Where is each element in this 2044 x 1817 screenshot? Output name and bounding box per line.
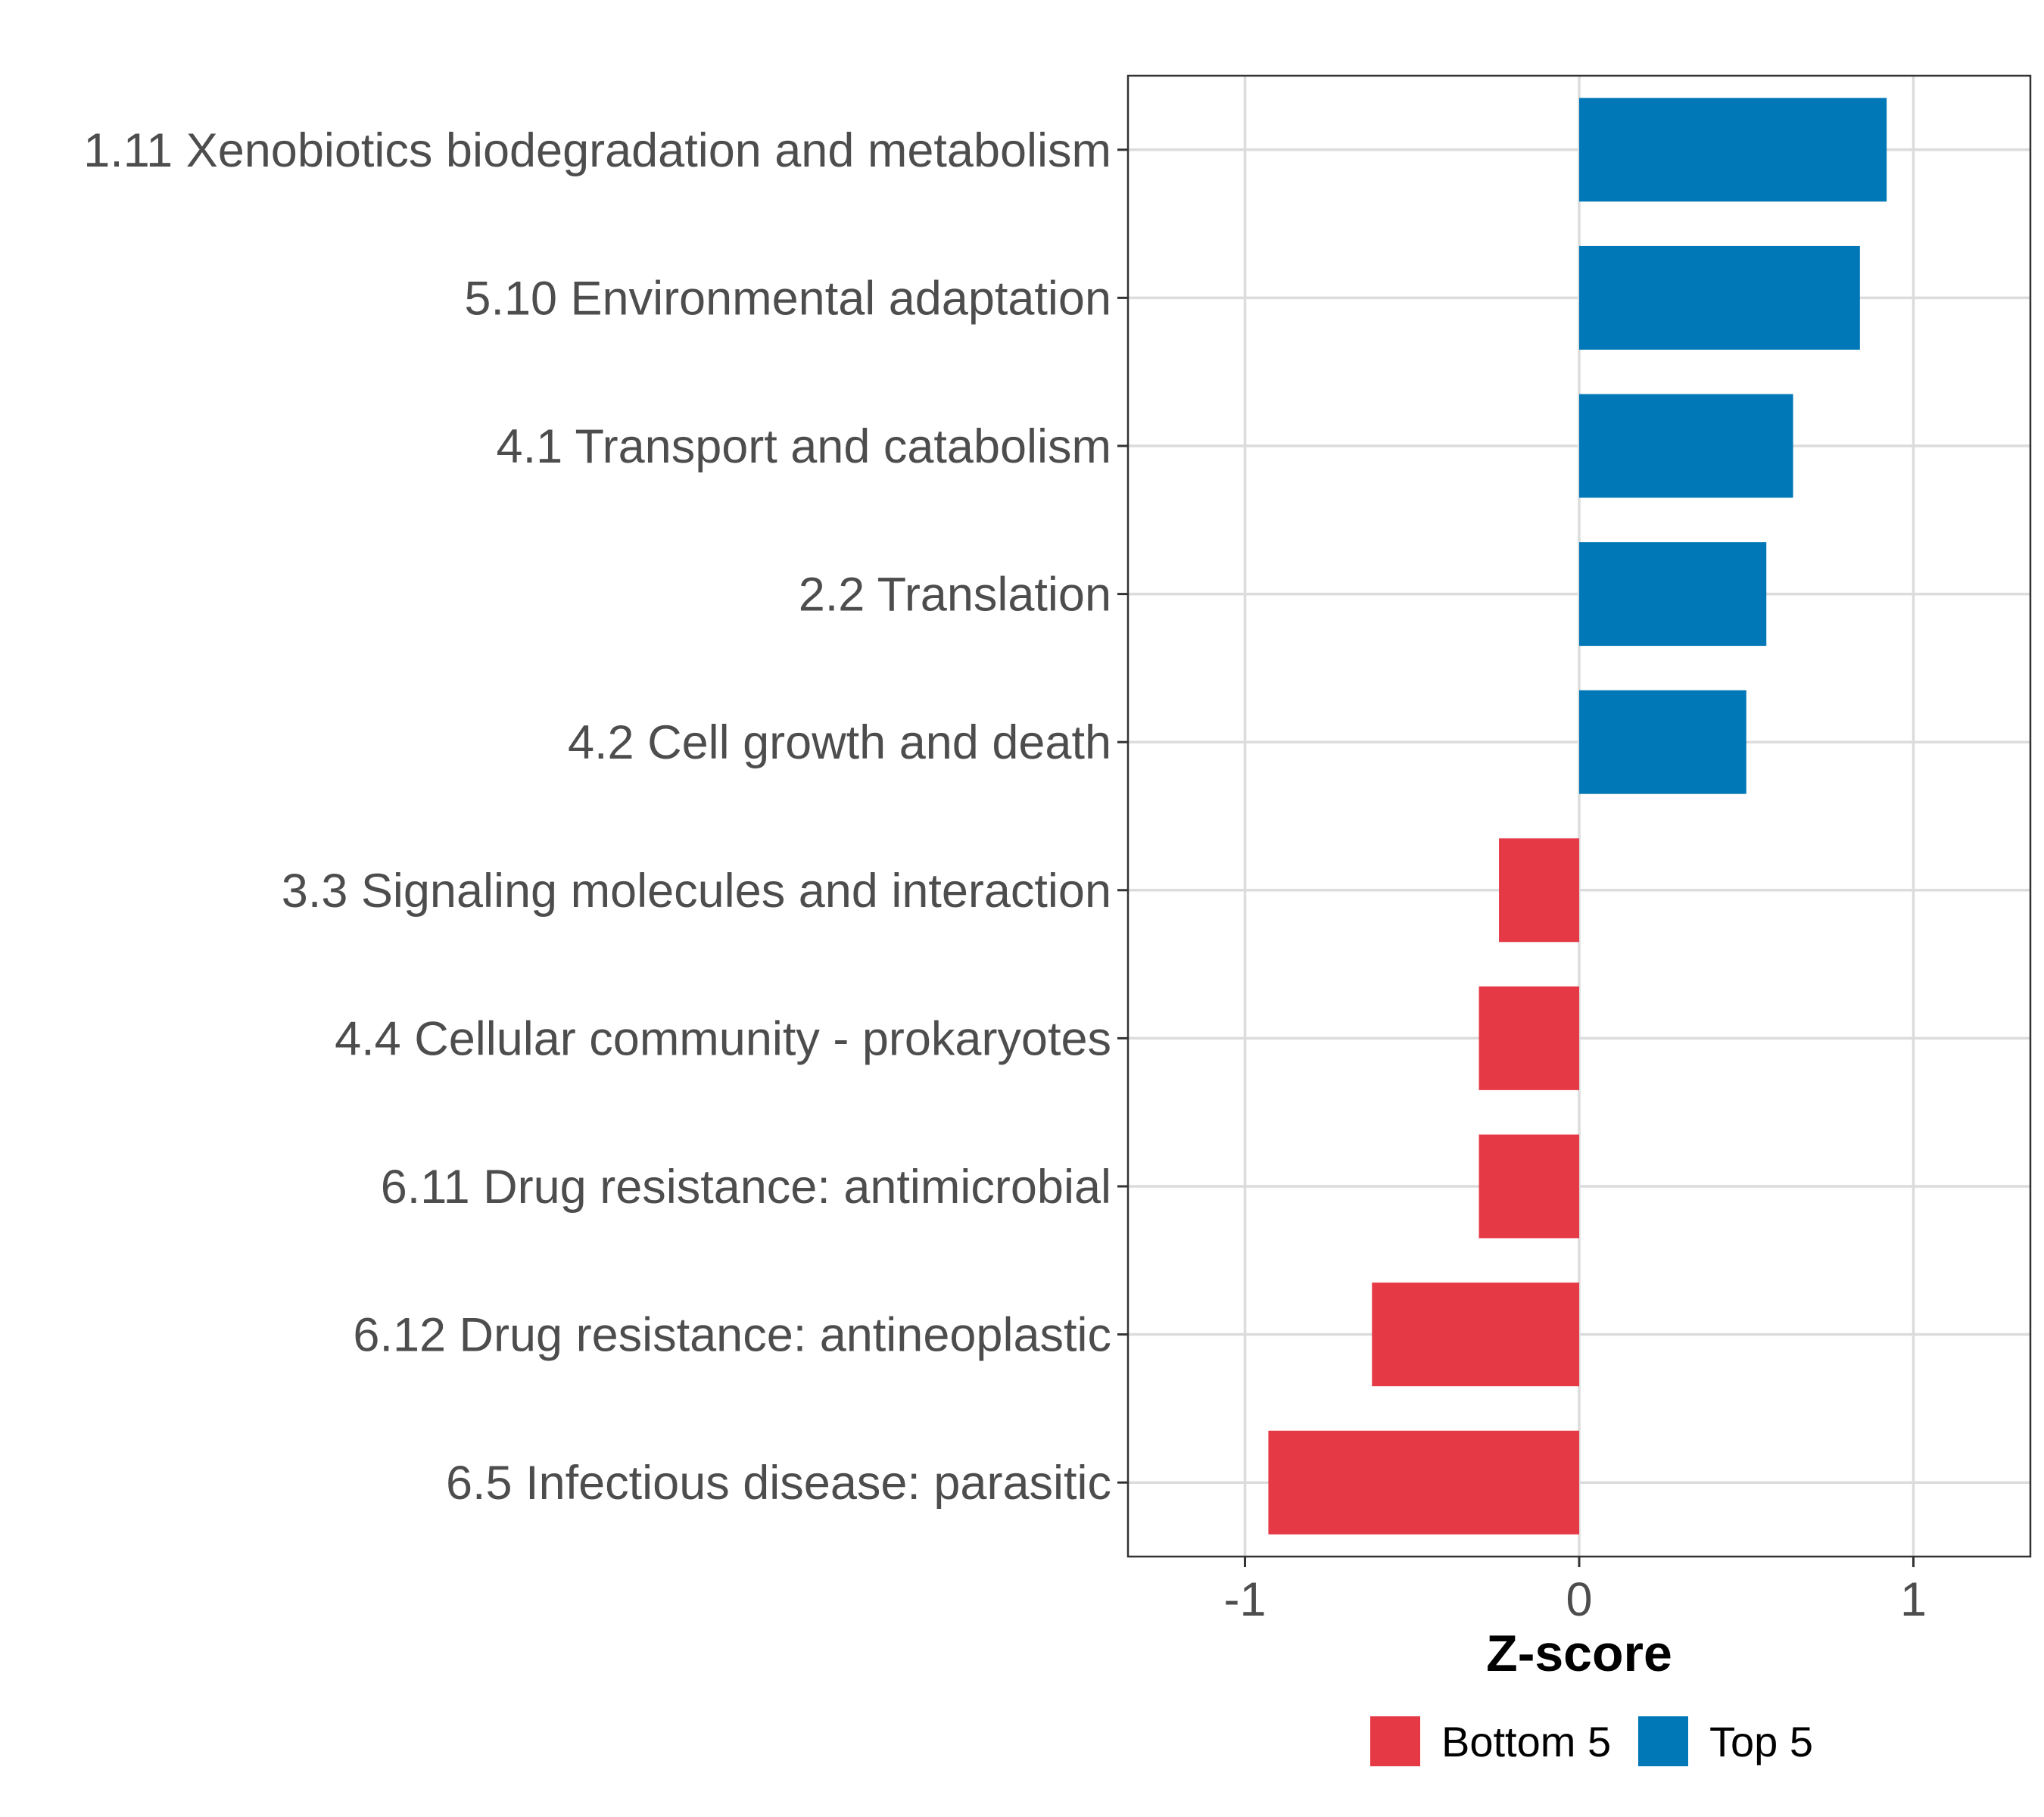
bar	[1372, 1282, 1579, 1387]
bar	[1579, 394, 1793, 498]
bar	[1499, 838, 1579, 943]
category-label: 2.2 Translation	[799, 569, 1111, 622]
x-tick-label: 0	[1566, 1573, 1592, 1626]
category-label: 3.3 Signaling molecules and interaction	[282, 865, 1111, 918]
bar	[1478, 986, 1579, 1090]
bar	[1268, 1430, 1579, 1535]
bars	[1268, 98, 1887, 1535]
bar	[1579, 690, 1746, 794]
bar	[1579, 245, 1860, 350]
y-axis-ticks: 1.11 Xenobiotics biodegradation and meta…	[83, 124, 1128, 1510]
x-axis-title: Z-score	[1486, 1625, 1672, 1682]
category-label: 1.11 Xenobiotics biodegradation and meta…	[83, 124, 1111, 177]
x-tick-label: 1	[1900, 1573, 1927, 1626]
legend-key	[1638, 1716, 1688, 1766]
category-label: 4.4 Cellular community - prokaryotes	[335, 1012, 1111, 1065]
bar	[1478, 1134, 1579, 1239]
category-label: 4.1 Transport and catabolism	[497, 420, 1111, 473]
x-tick-label: -1	[1224, 1573, 1267, 1626]
legend-key	[1370, 1716, 1420, 1766]
legend-label: Top 5	[1709, 1718, 1813, 1766]
category-label: 6.12 Drug resistance: antineoplastic	[353, 1309, 1111, 1362]
x-axis-ticks: -1 0 1	[1224, 1557, 1927, 1626]
legend-label: Bottom 5	[1441, 1718, 1611, 1766]
bar	[1579, 542, 1767, 647]
category-label: 6.5 Infectious disease: parasitic	[446, 1457, 1111, 1510]
category-label: 6.11 Drug resistance: antimicrobial	[381, 1161, 1111, 1214]
bar	[1579, 98, 1887, 202]
category-label: 5.10 Environmental adaptation	[464, 272, 1111, 325]
legend: Bottom 5 Top 5	[1370, 1716, 1813, 1766]
category-label: 4.2 Cell growth and death	[568, 716, 1111, 769]
